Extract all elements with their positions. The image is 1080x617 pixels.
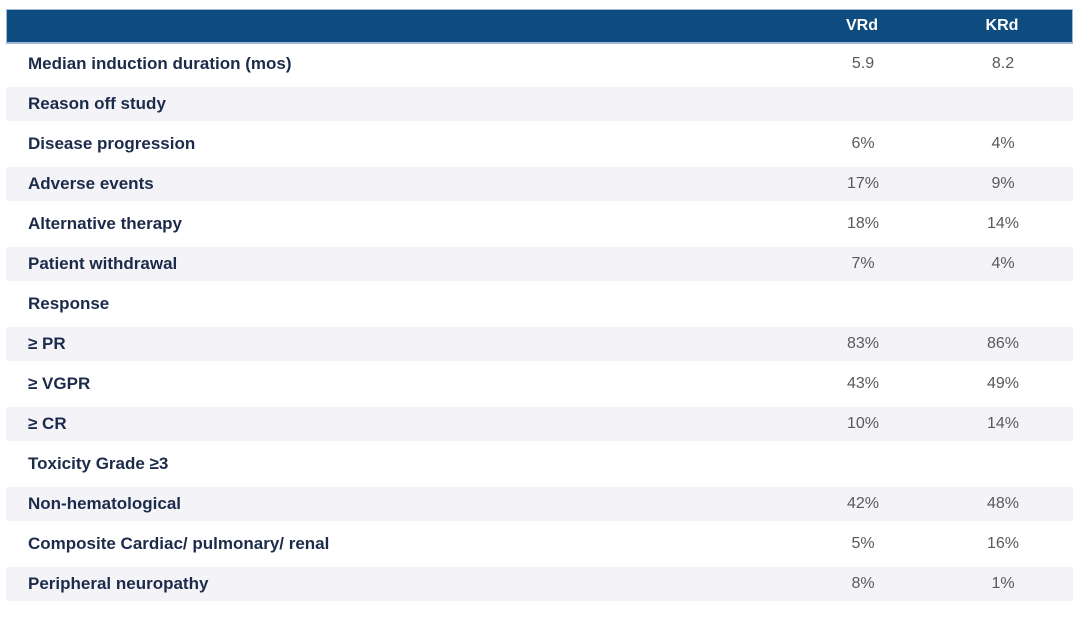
krd-value: 4% <box>991 255 1015 272</box>
krd-value: 14% <box>986 215 1020 232</box>
table-body: Median induction duration (mos) 5.9 8.2 … <box>6 44 1073 604</box>
row-label: Disease progression <box>28 134 196 153</box>
vrd-value: 83% <box>846 335 880 352</box>
krd-value: 14% <box>986 415 1020 432</box>
krd-value: 1% <box>991 575 1015 592</box>
table-row: Disease progression 6% 4% <box>6 124 1073 164</box>
krd-value: 9% <box>991 175 1015 192</box>
table-row: ≥ VGPR 43% 49% <box>6 364 1073 404</box>
row-label: ≥ VGPR <box>28 374 91 393</box>
table-row: Peripheral neuropathy 8% 1% <box>6 564 1073 604</box>
row-label: Peripheral neuropathy <box>28 574 209 593</box>
table-row: Alternative therapy 18% 14% <box>6 204 1073 244</box>
row-label: ≥ CR <box>28 414 67 433</box>
krd-value: 8.2 <box>991 55 1015 72</box>
row-label: Patient withdrawal <box>28 254 178 273</box>
vrd-value: 10% <box>846 415 880 432</box>
row-label: Adverse events <box>28 174 154 193</box>
row-label: Reason off study <box>28 94 166 113</box>
vrd-value: 5% <box>851 535 875 552</box>
table-header-row: VRd KRd <box>6 9 1073 44</box>
vrd-value: 17% <box>846 175 880 192</box>
table-row: Non-hematological 42% 48% <box>6 484 1073 524</box>
row-label: ≥ PR <box>28 334 66 353</box>
table-row: Median induction duration (mos) 5.9 8.2 <box>6 44 1073 84</box>
krd-value: 49% <box>986 375 1020 392</box>
vrd-value: 7% <box>851 255 875 272</box>
row-label: Non-hematological <box>28 494 182 513</box>
row-label: Alternative therapy <box>28 214 182 233</box>
table-row: Adverse events 17% 9% <box>6 164 1073 204</box>
row-label: Composite Cardiac/ pulmonary/ renal <box>28 534 330 553</box>
vrd-value: 18% <box>846 215 880 232</box>
vrd-value: 8% <box>851 575 875 592</box>
krd-value: 16% <box>986 535 1020 552</box>
table-row: Response <box>6 284 1073 324</box>
clinical-outcomes-table: VRd KRd Median induction duration (mos) … <box>6 9 1073 604</box>
header-krd: KRd <box>985 17 1019 34</box>
header-vrd: VRd <box>846 17 878 34</box>
row-label: Toxicity Grade ≥3 <box>28 454 169 473</box>
vrd-value: 5.9 <box>851 55 875 72</box>
row-label: Median induction duration (mos) <box>28 54 292 73</box>
vrd-value: 42% <box>846 495 880 512</box>
krd-value: 4% <box>991 135 1015 152</box>
table-row: Reason off study <box>6 84 1073 124</box>
vrd-value: 6% <box>851 135 875 152</box>
table-row: Toxicity Grade ≥3 <box>6 444 1073 484</box>
table-row: Patient withdrawal 7% 4% <box>6 244 1073 284</box>
krd-value: 48% <box>986 495 1020 512</box>
table-row: Composite Cardiac/ pulmonary/ renal 5% 1… <box>6 524 1073 564</box>
vrd-value: 43% <box>846 375 880 392</box>
table-row: ≥ CR 10% 14% <box>6 404 1073 444</box>
row-label: Response <box>28 294 110 313</box>
krd-value: 86% <box>986 335 1020 352</box>
table-row: ≥ PR 83% 86% <box>6 324 1073 364</box>
